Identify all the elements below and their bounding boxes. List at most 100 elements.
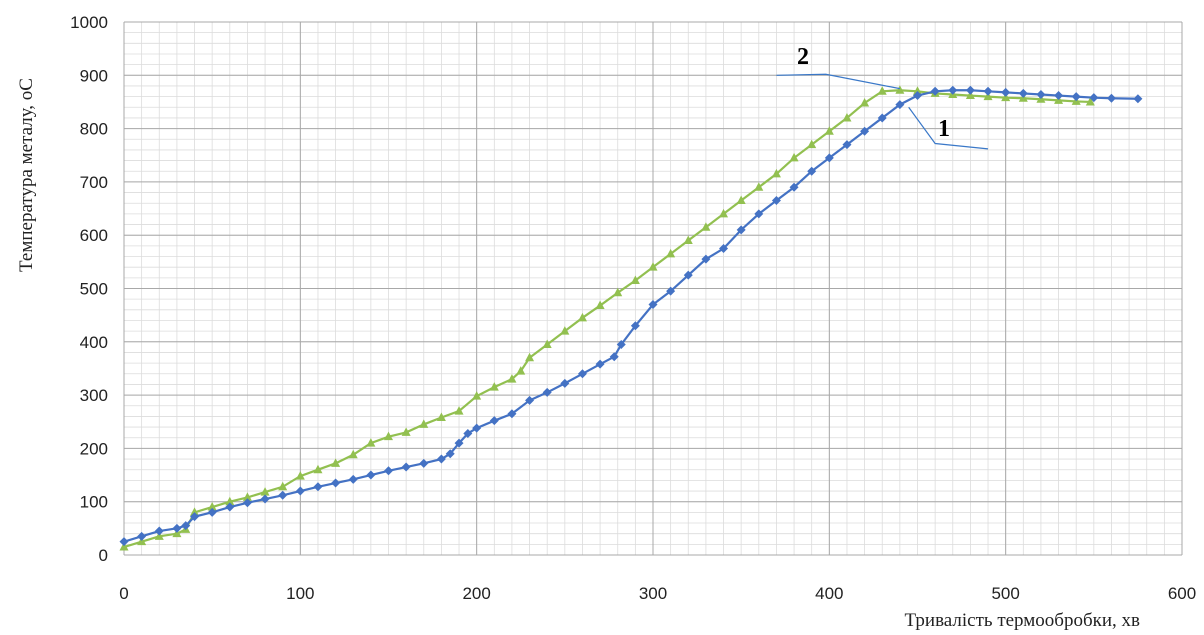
series-2-point	[1085, 96, 1095, 106]
series-1-point	[331, 478, 341, 488]
series-1-point	[630, 321, 640, 331]
series-1-point	[719, 244, 729, 254]
series-2-point	[1001, 92, 1011, 102]
series-1-point	[401, 462, 411, 472]
series-1-point	[1001, 87, 1011, 97]
series-2-point	[525, 352, 535, 362]
series-1-point	[609, 352, 619, 362]
series-1-point	[454, 438, 464, 448]
series-1-point	[616, 339, 626, 349]
series-1-point	[895, 100, 905, 110]
series-2-point	[172, 528, 182, 538]
y-tick-label: 0	[99, 546, 108, 565]
x-tick-label: 600	[1168, 584, 1196, 603]
x-tick-label: 100	[286, 584, 314, 603]
series-1-point	[278, 490, 288, 500]
series-2-point	[877, 86, 887, 95]
series-1	[119, 85, 1143, 547]
series-1-point	[1054, 91, 1064, 101]
y-tick-label: 600	[80, 226, 108, 245]
series-2-point	[983, 91, 993, 101]
series-2-point	[648, 262, 658, 271]
series-1-point	[445, 449, 455, 459]
series-2-point	[736, 195, 746, 205]
series-1-point	[948, 85, 958, 95]
series-1-point	[701, 254, 711, 264]
series-2-point	[119, 542, 129, 551]
series-1-point	[754, 209, 764, 219]
series-1-point	[542, 387, 552, 397]
series-1-point	[560, 378, 570, 388]
series-1-point	[595, 359, 605, 369]
series-2-point	[895, 85, 905, 94]
series-1-point	[983, 86, 993, 96]
series-1-point	[789, 182, 799, 192]
series-1-point	[172, 523, 182, 533]
series-2-point	[630, 275, 640, 285]
series-1-point	[348, 474, 358, 484]
series-2-point	[401, 427, 411, 436]
series-2-point	[516, 366, 526, 375]
series-1-point	[384, 466, 393, 476]
series-2-point	[842, 112, 852, 122]
series-2-point	[595, 300, 605, 310]
y-tick-label: 100	[80, 493, 108, 512]
series-1-point	[913, 91, 922, 101]
series-1-point	[489, 416, 499, 426]
series-1-point	[181, 521, 191, 531]
series-2-point	[683, 235, 693, 245]
series-2-point	[807, 139, 817, 149]
x-tick-label: 0	[119, 584, 128, 603]
series-1-point	[313, 482, 323, 492]
series-2-line	[123, 89, 1091, 549]
series-2-point	[577, 312, 587, 322]
series-2-point	[472, 391, 482, 400]
series-1-point	[807, 166, 817, 176]
series-2-point	[771, 168, 781, 178]
series-layer	[119, 85, 1143, 551]
series-1-point	[419, 458, 429, 468]
series-1-point	[207, 507, 217, 517]
series-2-point	[436, 412, 446, 421]
series-1-point	[225, 502, 235, 512]
y-tick-label: 900	[80, 66, 108, 85]
series-2-point	[913, 86, 922, 95]
y-tick-label: 400	[80, 333, 108, 352]
series-1-line	[123, 89, 1138, 543]
series-1-point	[1071, 92, 1081, 102]
series-2-point	[242, 492, 252, 501]
series-2-point	[313, 464, 323, 474]
series-1-point	[154, 526, 164, 536]
series-1-point	[930, 86, 940, 96]
x-tick-label: 300	[639, 584, 667, 603]
series-1-point	[295, 486, 305, 496]
x-axis-tick-labels: 0 100 200 300 400 500 600	[119, 584, 1196, 603]
series-1-point	[1133, 94, 1143, 104]
series-1-point	[877, 113, 887, 123]
y-tick-label: 300	[80, 386, 108, 405]
series-2-point	[190, 507, 200, 516]
series-2-point	[260, 487, 270, 496]
series-2-point	[666, 248, 676, 258]
x-tick-label: 200	[462, 584, 490, 603]
series-1-point	[1089, 93, 1099, 103]
series-label-2: 2	[797, 44, 809, 70]
series-1-point	[648, 299, 658, 309]
x-axis-title: Тривалість термообробки, хв	[905, 610, 1140, 631]
x-tick-label: 400	[815, 584, 843, 603]
series-1-point	[842, 140, 852, 150]
series-2-point	[348, 449, 358, 459]
series-2-point	[860, 98, 870, 107]
series-2-point	[542, 339, 552, 348]
series-2-point	[560, 326, 570, 335]
series-2-point	[331, 458, 341, 467]
series-1-point	[137, 531, 147, 541]
series-2-point	[295, 471, 305, 480]
series-2-point	[719, 208, 729, 218]
series-2-point	[225, 496, 235, 506]
series-1-point	[472, 423, 482, 433]
series-2-point	[454, 406, 464, 415]
series-1-point	[577, 369, 587, 379]
series-2-point	[489, 382, 499, 391]
